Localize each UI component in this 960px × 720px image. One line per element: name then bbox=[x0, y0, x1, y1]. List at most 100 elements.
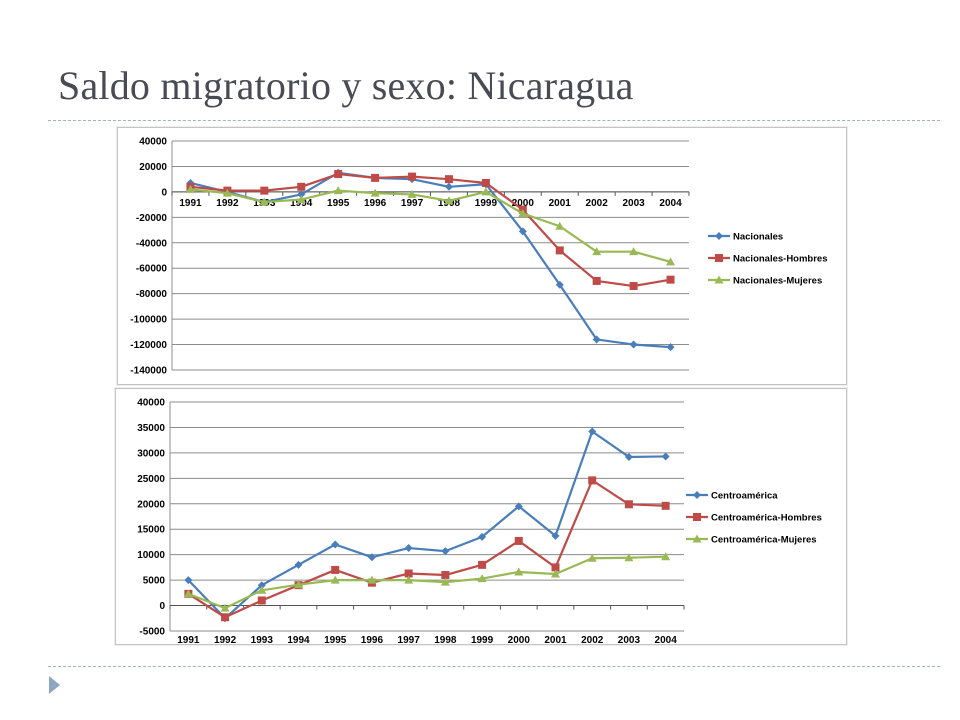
y-tick-label: -140000 bbox=[130, 366, 167, 377]
data-point bbox=[624, 452, 633, 461]
y-tick-label: 20000 bbox=[137, 499, 165, 510]
x-tick-label: 2004 bbox=[655, 635, 678, 644]
legend-item: Centroamérica-Mujeres bbox=[686, 534, 817, 546]
data-point bbox=[440, 577, 450, 586]
series-line bbox=[187, 479, 666, 619]
legend-marker bbox=[714, 275, 724, 284]
legend-marker bbox=[692, 534, 702, 543]
data-point bbox=[257, 596, 266, 605]
y-tick-label: 15000 bbox=[137, 525, 165, 536]
data-point bbox=[185, 184, 195, 193]
series-nacionales-mujeres bbox=[185, 184, 676, 266]
data-point bbox=[441, 571, 450, 580]
legend: Centroamérica Centroamérica-Hombres Centro… bbox=[686, 491, 822, 546]
y-tick-label: 30000 bbox=[137, 448, 165, 459]
y-tick-label: 35000 bbox=[137, 423, 165, 434]
series-nacionales bbox=[186, 168, 675, 352]
y-tick-label: 10000 bbox=[137, 550, 165, 561]
data-point bbox=[588, 427, 597, 436]
data-point bbox=[331, 565, 340, 574]
x-tick-label: 1993 bbox=[251, 635, 274, 644]
data-point bbox=[666, 257, 676, 266]
data-point bbox=[588, 476, 597, 485]
data-point bbox=[661, 501, 670, 510]
data-point bbox=[444, 196, 454, 205]
data-point bbox=[478, 560, 487, 569]
x-tick-label: 1995 bbox=[324, 635, 347, 644]
data-point bbox=[294, 560, 303, 569]
x-tick-label: 2002 bbox=[586, 198, 609, 209]
data-point bbox=[404, 544, 413, 553]
x-tick-label: 1996 bbox=[361, 635, 384, 644]
x-tick-label: 1992 bbox=[216, 198, 239, 209]
x-tick-label: 1992 bbox=[214, 635, 237, 644]
x-tick-labels: 1991 1992 1993 1994 1995 1996 1997 1998 1999 2000… bbox=[177, 635, 677, 644]
data-point bbox=[371, 173, 380, 182]
data-point bbox=[481, 187, 491, 196]
data-point bbox=[666, 343, 675, 352]
data-point bbox=[220, 603, 230, 612]
data-point bbox=[551, 569, 560, 578]
data-point bbox=[441, 547, 450, 556]
data-point bbox=[587, 553, 597, 562]
data-point bbox=[367, 575, 377, 584]
data-point bbox=[481, 178, 490, 187]
data-point bbox=[444, 175, 453, 184]
slide-title: Saldo migratorio y sexo: Nicaragua bbox=[58, 63, 634, 108]
data-point bbox=[257, 585, 267, 594]
data-point bbox=[629, 282, 638, 291]
chart-centroamerica: 40000 35000 30000 25000 20000 15000 10000 5000 0… bbox=[115, 388, 847, 645]
data-point bbox=[514, 567, 524, 576]
gridlines: 40000 35000 30000 25000 20000 15000 10000 5000 0… bbox=[137, 398, 684, 638]
legend-label: Centroamérica-Mujeres bbox=[711, 535, 817, 546]
y-tick-label: 5000 bbox=[143, 576, 166, 587]
legend-label: Centroamérica-Hombres bbox=[711, 513, 822, 524]
x-tick-label: 1999 bbox=[471, 635, 494, 644]
series-centroamerica bbox=[184, 427, 670, 623]
data-point bbox=[296, 195, 306, 204]
x-tick-label: 1997 bbox=[398, 635, 421, 644]
chart-nacionales-svg: 40000 20000 0 -20000 -40000 -60000 -80000 -1000… bbox=[130, 137, 828, 377]
x-tick-label: 2002 bbox=[581, 635, 604, 644]
data-point bbox=[333, 186, 343, 195]
legend-label: Nacionales-Hombres bbox=[733, 254, 828, 265]
data-point bbox=[514, 536, 523, 545]
data-point bbox=[183, 589, 193, 598]
y-tick-label: 25000 bbox=[137, 474, 165, 485]
y-tick-label: -20000 bbox=[136, 213, 168, 224]
data-point bbox=[592, 276, 601, 285]
x-tick-label: 2000 bbox=[512, 198, 535, 209]
data-point bbox=[408, 172, 417, 181]
legend-item: Nacionales-Mujeres bbox=[708, 275, 822, 287]
data-point bbox=[370, 188, 380, 197]
data-point bbox=[551, 531, 560, 540]
y-tick-label: -120000 bbox=[130, 340, 167, 351]
data-point bbox=[184, 576, 193, 585]
data-point bbox=[257, 581, 266, 590]
data-point bbox=[334, 170, 343, 179]
series-line bbox=[187, 430, 666, 620]
data-point bbox=[629, 340, 638, 349]
x-tick-label: 1996 bbox=[364, 198, 387, 209]
data-point bbox=[514, 502, 523, 511]
x-tick-label: 2003 bbox=[622, 198, 645, 209]
series-nacionales-hombres bbox=[186, 170, 675, 291]
data-point bbox=[294, 580, 303, 589]
x-tick-label: 1999 bbox=[475, 198, 498, 209]
legend-item: Nacionales-Hombres bbox=[708, 254, 828, 265]
y-tick-label: 40000 bbox=[139, 137, 167, 148]
legend-marker bbox=[715, 254, 723, 262]
chart-nacionales: 40000 20000 0 -20000 -40000 -60000 -80000 -1000… bbox=[117, 127, 847, 385]
x-tick-label: 1991 bbox=[179, 198, 202, 209]
legend-marker bbox=[715, 232, 723, 240]
data-point bbox=[367, 553, 376, 562]
x-tick-label: 1995 bbox=[327, 198, 350, 209]
data-point bbox=[555, 280, 564, 289]
data-point bbox=[407, 189, 417, 198]
legend-marker bbox=[693, 513, 701, 521]
legend-label: Centroamérica bbox=[711, 491, 778, 502]
data-point bbox=[221, 613, 230, 622]
data-point bbox=[260, 186, 269, 195]
legend: Nacionales Nacionales-Hombres Nacionales-M… bbox=[708, 232, 828, 287]
y-tick-label: 20000 bbox=[139, 162, 167, 173]
